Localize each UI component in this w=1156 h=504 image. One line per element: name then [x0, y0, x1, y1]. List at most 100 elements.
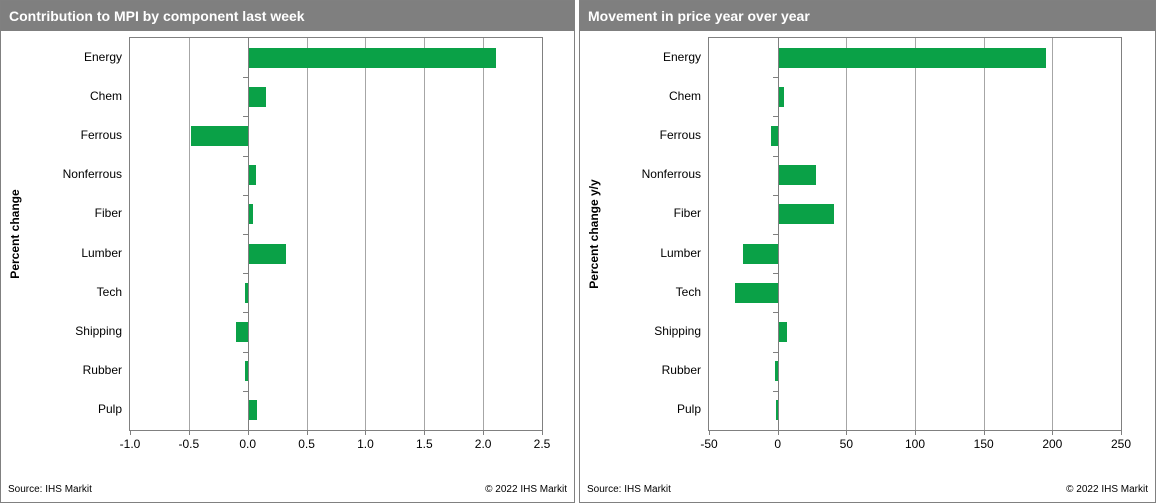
bar-nonferrous	[248, 165, 256, 186]
bar-tech	[735, 282, 778, 303]
x-tick-label: 0.5	[298, 437, 315, 451]
x-tick-label: 200	[1042, 437, 1063, 451]
bar-pulp	[775, 400, 778, 421]
x-tick-label: 1.5	[415, 437, 433, 451]
bar-shipping	[778, 322, 787, 342]
category-axis-tick	[772, 390, 778, 392]
x-axis-tick	[709, 430, 710, 435]
bar-lumber	[248, 243, 287, 264]
bar-nonferrous	[778, 165, 816, 186]
category-label: Tech	[675, 284, 701, 299]
bar-lumber	[743, 243, 778, 264]
category-label: Rubber	[661, 363, 701, 378]
category-label: Chem	[89, 88, 122, 103]
category-axis-tick	[242, 194, 248, 196]
x-axis-tick	[130, 430, 131, 435]
chart-panel-price-movement: Movement in price year over year Percent…	[579, 0, 1156, 503]
bar-shipping	[235, 322, 248, 342]
x-tick-label: 2.0	[474, 437, 492, 451]
x-axis-tick	[483, 430, 485, 435]
bar-energy	[778, 47, 1047, 68]
x-axis-tick	[777, 430, 779, 435]
bar-rubber	[774, 361, 778, 382]
bar-rubber	[245, 361, 248, 382]
x-axis-tick	[1121, 430, 1122, 435]
x-tick-label: 0	[774, 437, 781, 451]
y-axis-label: Percent change	[8, 189, 22, 279]
x-axis-tick	[424, 430, 426, 435]
bar-ferrous	[191, 126, 248, 146]
x-tick-label: -50	[700, 437, 718, 451]
bar-ferrous	[770, 126, 778, 146]
x-tick-label: -1.0	[119, 437, 141, 451]
category-label: Lumber	[81, 245, 122, 260]
plot-area: -50 0 50 100 150 200 250 Energy Chem Ferrous Nonfe…	[642, 37, 1131, 451]
x-tick-label: 100	[904, 437, 926, 451]
category-axis-tick	[242, 351, 248, 353]
chart-panel-mpi-contribution: Contribution to MPI by component last we…	[0, 0, 575, 503]
category-label: Fiber	[94, 206, 122, 221]
x-axis-tick	[365, 430, 367, 435]
x-tick-label: 2.5	[533, 437, 551, 451]
category-label: Tech	[96, 284, 122, 299]
category-axis-tick	[772, 194, 778, 196]
gridline	[188, 38, 190, 430]
gridline	[365, 38, 367, 430]
category-label: Pulp	[97, 402, 122, 417]
category-label: Nonferrous	[62, 167, 122, 182]
x-tick-label: 0.0	[239, 437, 257, 451]
bar-fiber	[778, 204, 834, 225]
bar-fiber	[248, 204, 254, 225]
x-tick-label: 1.0	[357, 437, 374, 451]
bar-pulp	[248, 400, 257, 421]
x-axis-tick	[915, 430, 916, 435]
x-axis-tick	[306, 430, 308, 435]
bar-energy	[248, 47, 496, 68]
bar-chem	[248, 86, 267, 107]
category-label: Ferrous	[80, 128, 122, 142]
category-axis-tick	[242, 390, 248, 392]
bar-chem	[778, 86, 785, 107]
category-axis-tick	[242, 116, 248, 118]
category-axis-tick	[242, 155, 248, 157]
x-axis-tick	[983, 430, 985, 435]
category-label: Shipping	[75, 324, 122, 338]
source-text: Source: IHS Markit	[8, 484, 92, 495]
category-axis-tick	[772, 351, 778, 353]
x-axis-tick	[1052, 430, 1054, 435]
plot-area: -1.0 -0.5 0.0 0.5 1.0 1.5 2.0 2.5 Energy Chem Ferr…	[63, 37, 550, 451]
category-label: Lumber	[660, 245, 701, 260]
zero-axis-line	[247, 38, 249, 430]
category-label: Rubber	[82, 363, 122, 378]
category-axis-tick	[772, 77, 778, 79]
category-axis-tick	[772, 312, 778, 314]
category-axis-tick	[242, 273, 248, 275]
category-label: Energy	[83, 49, 122, 64]
gridline	[846, 38, 848, 430]
x-axis-tick	[542, 430, 543, 435]
gridline	[983, 38, 985, 430]
category-axis-tick	[772, 273, 778, 275]
copyright-text: © 2022 IHS Markit	[1066, 484, 1148, 495]
gridline	[915, 38, 916, 430]
category-label: Chem	[668, 88, 701, 103]
category-axis-tick	[772, 116, 778, 118]
gridline	[483, 38, 485, 430]
chart-title: Movement in price year over year	[580, 1, 1155, 31]
x-axis-tick	[188, 430, 190, 435]
y-axis-label: Percent change y/y	[587, 179, 601, 289]
bar-tech	[245, 282, 248, 303]
zero-axis-line	[777, 38, 779, 430]
copyright-text: © 2022 IHS Markit	[485, 484, 567, 495]
gridline	[424, 38, 426, 430]
category-label: Pulp	[676, 402, 701, 417]
category-label: Shipping	[654, 324, 701, 338]
x-axis-tick	[247, 430, 249, 435]
gridline	[306, 38, 308, 430]
category-axis-tick	[242, 77, 248, 79]
category-label: Fiber	[673, 206, 701, 221]
category-axis-tick	[772, 155, 778, 157]
category-label: Nonferrous	[641, 167, 701, 182]
x-tick-label: -0.5	[178, 437, 200, 451]
category-label: Ferrous	[659, 128, 701, 142]
